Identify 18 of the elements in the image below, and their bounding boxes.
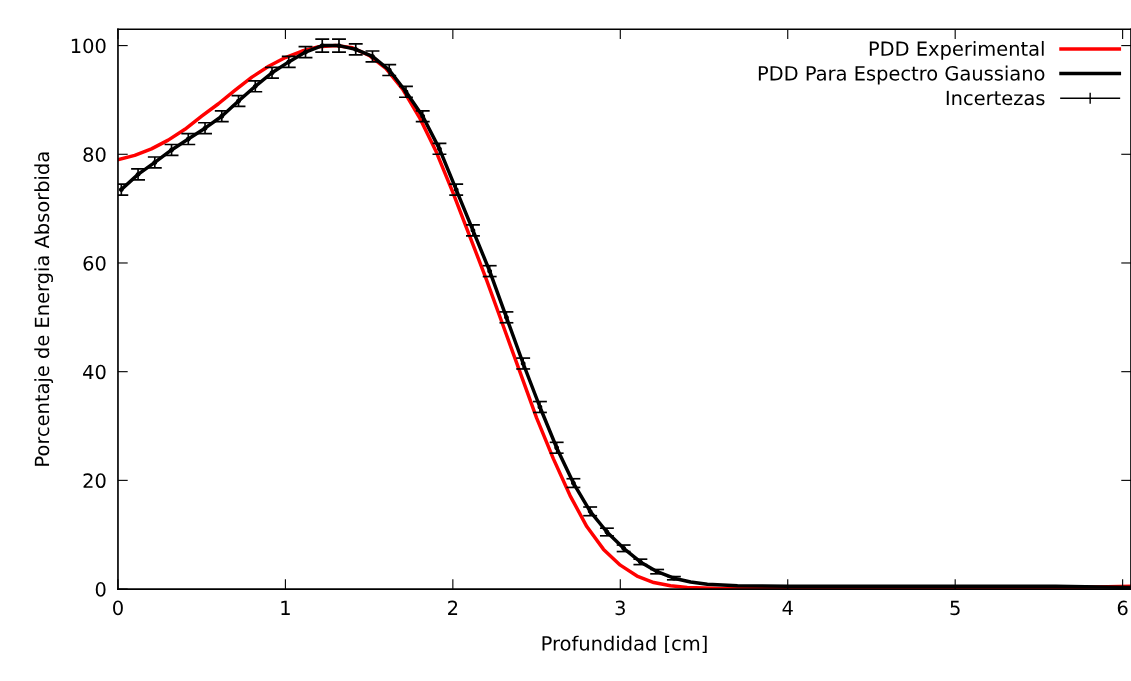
x-tick-label: 3 xyxy=(615,600,625,616)
y-axis-title: Porcentaje de Energia Absorbida xyxy=(34,152,54,466)
y-tick-label: 100 xyxy=(71,38,106,54)
x-tick-label: 1 xyxy=(281,600,290,615)
x-tick-label: 0 xyxy=(113,600,123,616)
legend-label: PDD Para Espectro Gaussiano xyxy=(758,65,1045,85)
y-tick-label: 40 xyxy=(83,364,106,380)
legend-label: PDD Experimental xyxy=(869,40,1044,60)
x-tick-label: 2 xyxy=(448,600,458,615)
y-tick-label: 20 xyxy=(83,473,106,489)
y-tick-label: 0 xyxy=(95,582,106,597)
x-tick-label: 6 xyxy=(1117,600,1128,616)
y-tick-label: 60 xyxy=(83,255,106,271)
legend-label: Incertezas xyxy=(946,90,1045,106)
x-tick-label: 4 xyxy=(782,600,793,615)
y-tick-label: 80 xyxy=(83,147,106,162)
x-axis-title: Profundidad [cm] xyxy=(542,635,707,653)
x-tick-label: 5 xyxy=(950,600,960,616)
